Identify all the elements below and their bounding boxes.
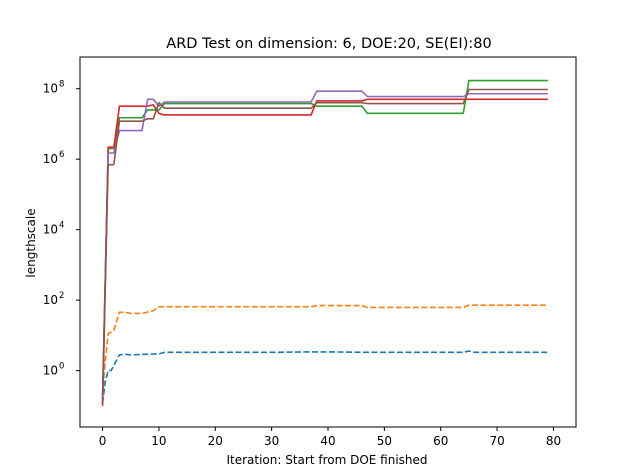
y-tick-label-exponent: 0 xyxy=(59,362,64,372)
x-tick-label: 70 xyxy=(489,434,504,448)
y-tick-label-exponent: 6 xyxy=(59,150,64,160)
x-tick-label: 80 xyxy=(546,434,561,448)
series-layer xyxy=(101,79,548,406)
x-tick-label: 10 xyxy=(151,434,166,448)
x-tick-label: 30 xyxy=(264,434,279,448)
y-tick-label-exponent: 2 xyxy=(59,291,64,301)
series-line-2 xyxy=(101,304,548,396)
x-tick-label: 40 xyxy=(320,434,335,448)
plot-frame xyxy=(79,56,577,428)
x-axis-label: Iteration: Start from DOE finished xyxy=(226,453,427,467)
series-line-3 xyxy=(101,79,548,396)
y-axis-label: lengthscale xyxy=(24,208,38,277)
series-line-5 xyxy=(101,90,548,400)
series-line-4 xyxy=(101,98,548,406)
series-line-6 xyxy=(101,88,548,404)
y-tick-label-exponent: 8 xyxy=(59,80,64,90)
x-tick-label: 60 xyxy=(433,434,448,448)
y-tick-label-base: 10 xyxy=(43,82,58,96)
series-line-1 xyxy=(101,350,548,404)
y-tick-label-base: 10 xyxy=(43,223,58,237)
y-tick-label-base: 10 xyxy=(43,293,58,307)
x-tick-label: 20 xyxy=(208,434,223,448)
x-tick-label: 50 xyxy=(377,434,392,448)
y-tick-label-exponent: 4 xyxy=(59,221,64,231)
y-tick-label-base: 10 xyxy=(43,152,58,166)
y-tick-label-base: 10 xyxy=(43,364,58,378)
x-tick-label: 0 xyxy=(99,434,107,448)
chart-title: ARD Test on dimension: 6, DOE:20, SE(EI)… xyxy=(166,36,491,52)
